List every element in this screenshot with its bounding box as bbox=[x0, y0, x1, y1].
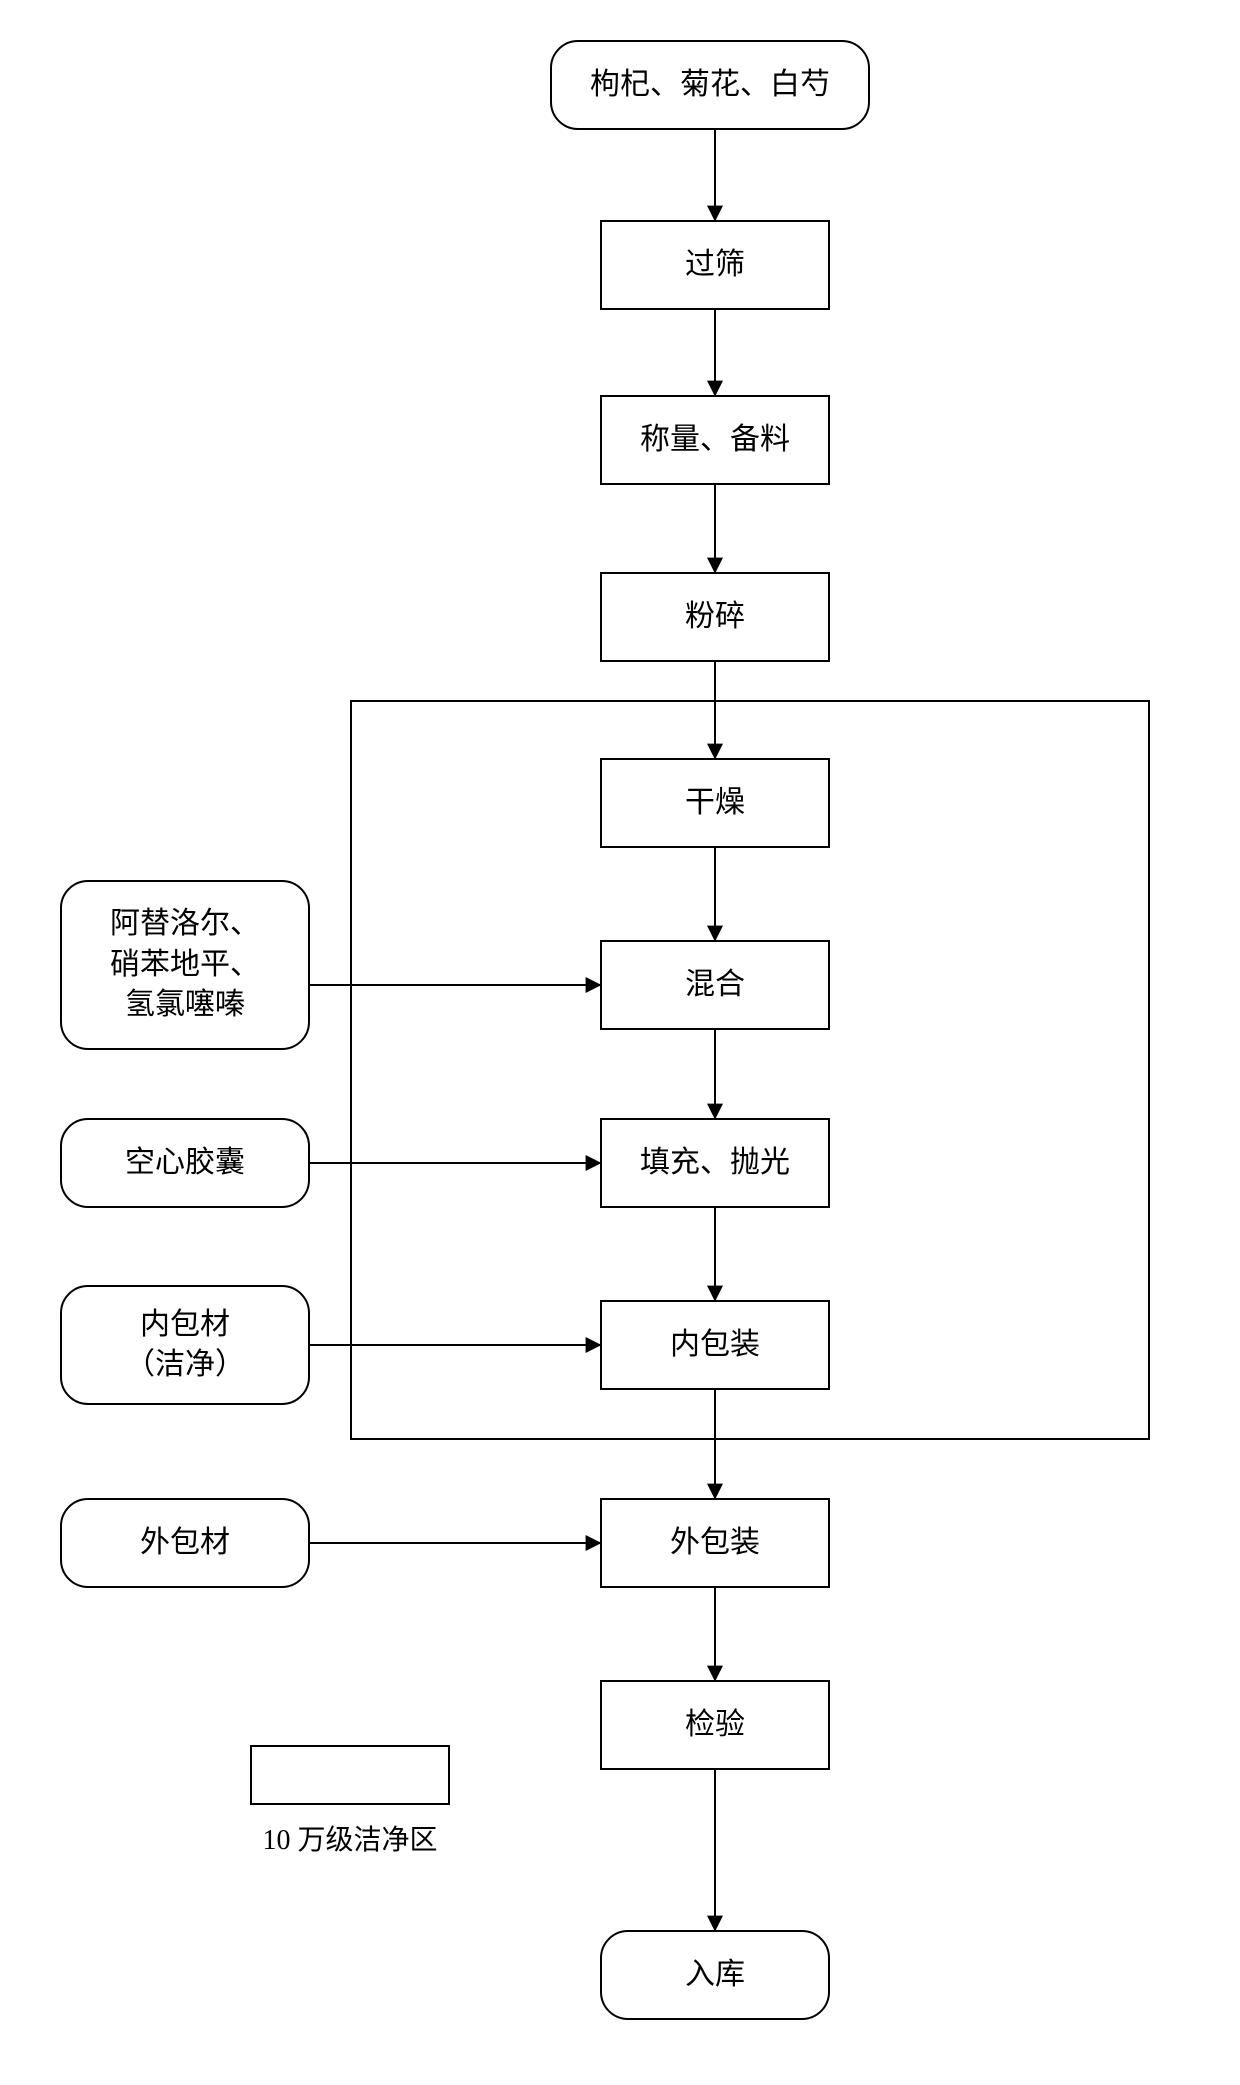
node-capsule: 空心胶囊 bbox=[60, 1118, 310, 1208]
node-mix: 混合 bbox=[600, 940, 830, 1030]
node-weigh: 称量、备料 bbox=[600, 395, 830, 485]
node-outermat: 外包材 bbox=[60, 1498, 310, 1588]
node-sieve: 过筛 bbox=[600, 220, 830, 310]
node-dry: 干燥 bbox=[600, 758, 830, 848]
node-innermat: 内包材 （洁净） bbox=[60, 1285, 310, 1405]
legend-box bbox=[250, 1745, 450, 1805]
legend-label: 10 万级洁净区 bbox=[232, 1818, 468, 1858]
node-drugs: 阿替洛尔、 硝苯地平、 氢氯噻嗪 bbox=[60, 880, 310, 1050]
flowchart-canvas: 枸杞、菊花、白芍过筛称量、备料粉碎干燥混合填充、抛光内包装外包装检验入库 阿替洛尔… bbox=[0, 0, 1240, 2085]
node-inspect: 检验 bbox=[600, 1680, 830, 1770]
node-innerpk: 内包装 bbox=[600, 1300, 830, 1390]
node-fill: 填充、抛光 bbox=[600, 1118, 830, 1208]
node-store: 入库 bbox=[600, 1930, 830, 2020]
node-crush: 粉碎 bbox=[600, 572, 830, 662]
node-start: 枸杞、菊花、白芍 bbox=[550, 40, 870, 130]
node-outerpk: 外包装 bbox=[600, 1498, 830, 1588]
